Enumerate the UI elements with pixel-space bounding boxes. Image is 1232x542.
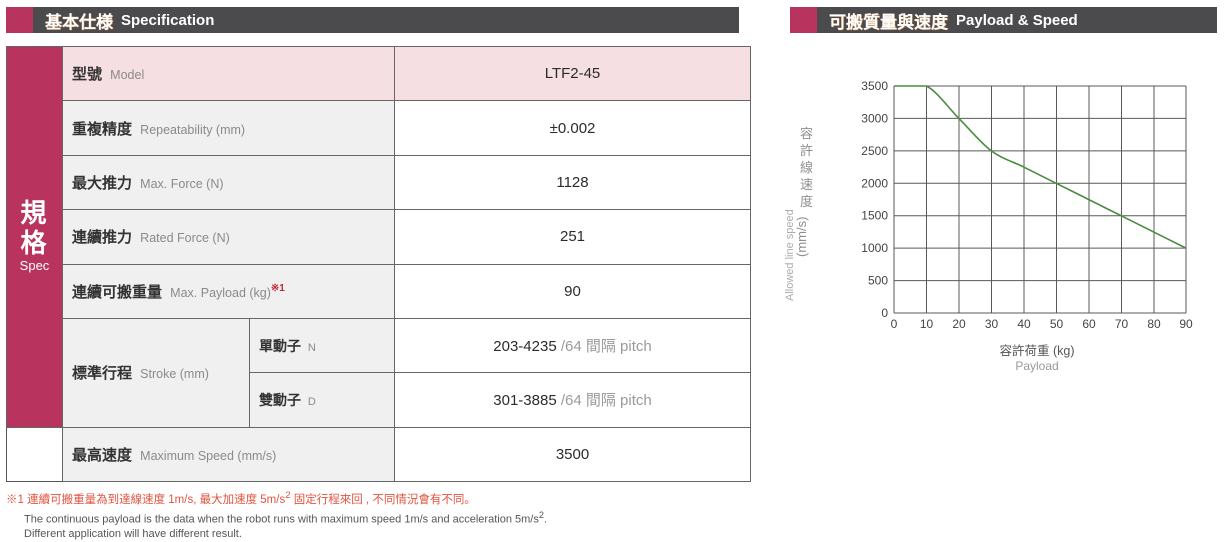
svg-text:3000: 3000: [861, 111, 888, 125]
svg-text:2500: 2500: [861, 144, 888, 158]
svg-text:30: 30: [985, 317, 999, 331]
svg-text:0: 0: [881, 306, 888, 320]
svg-text:500: 500: [868, 274, 888, 288]
svg-text:40: 40: [1017, 317, 1031, 331]
svg-text:60: 60: [1082, 317, 1096, 331]
svg-text:80: 80: [1147, 317, 1161, 331]
svg-text:1500: 1500: [861, 209, 888, 223]
svg-text:20: 20: [952, 317, 966, 331]
svg-text:1000: 1000: [861, 241, 888, 255]
svg-text:2000: 2000: [861, 176, 888, 190]
svg-text:70: 70: [1115, 317, 1129, 331]
svg-text:90: 90: [1179, 317, 1193, 331]
svg-text:10: 10: [920, 317, 934, 331]
svg-text:50: 50: [1050, 317, 1064, 331]
svg-text:3500: 3500: [861, 79, 888, 93]
svg-text:0: 0: [891, 317, 898, 331]
